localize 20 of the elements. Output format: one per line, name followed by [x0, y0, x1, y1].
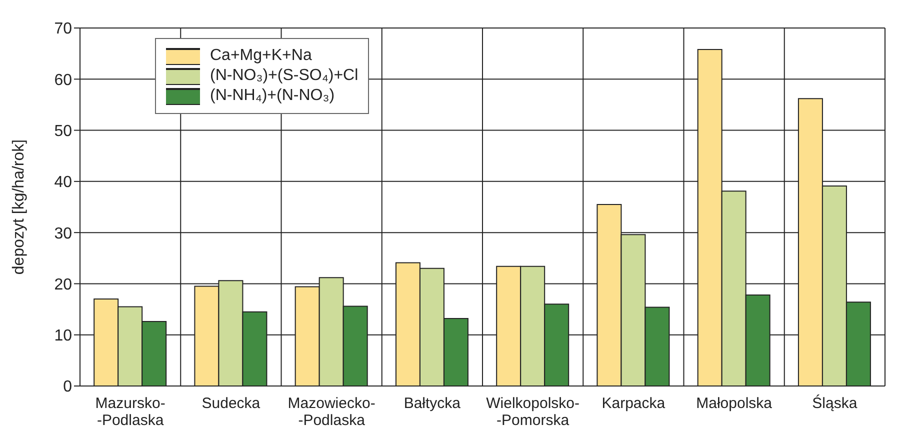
x-tick-label: Sudecka	[202, 395, 261, 412]
x-tick-label: Mazowiecko- -Podlaska	[288, 395, 376, 429]
x-tick-label: Małopolska	[696, 395, 773, 412]
x-tick-label: Bałtycka	[404, 395, 462, 412]
y-tick-label: 10	[54, 328, 72, 345]
y-tick-label: 70	[54, 20, 72, 38]
x-tick-label: Karpacka	[602, 395, 666, 412]
y-tick-label: 20	[54, 276, 72, 294]
legend-label: (N-NH₄)+(N-NO₃)	[210, 87, 335, 105]
legend-label: Ca+Mg+K+Na	[210, 47, 312, 65]
y-tick-label: 50	[54, 122, 72, 140]
x-tick-label: Śląska	[812, 394, 858, 412]
x-tick-label: Wielkopolsko- -Pomorska	[486, 395, 580, 429]
legend-label: (N-NO₃)+(S-SO₄)+Cl	[210, 67, 358, 85]
y-tick-label: 40	[54, 174, 72, 192]
x-tick-label: Mazursko- -Podlaska	[95, 395, 166, 429]
y-tick-label: 30	[54, 225, 72, 242]
y-tick-label: 0	[63, 378, 72, 396]
y-axis-title: depozyt [kg/ha/rok]	[10, 139, 28, 275]
y-tick-label: 60	[54, 72, 72, 89]
